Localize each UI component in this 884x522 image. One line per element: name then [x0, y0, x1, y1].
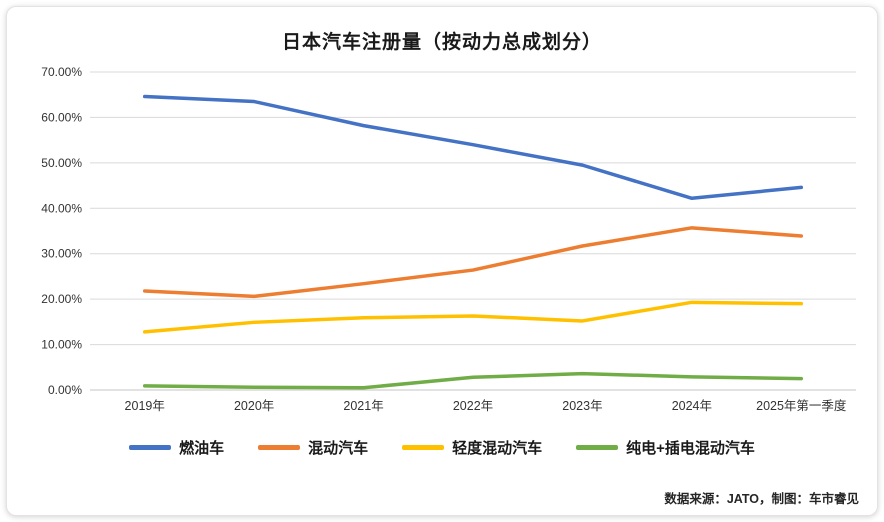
svg-text:2020年: 2020年 [234, 399, 274, 413]
legend-label-3: 纯电+插电混动汽车 [626, 440, 755, 457]
source-note: 数据来源：JATO，制图：车市睿见 [664, 492, 859, 506]
legend-swatch-0 [129, 445, 172, 450]
svg-text:2021年: 2021年 [343, 399, 383, 413]
svg-text:70.00%: 70.00% [41, 65, 82, 79]
chart-svg: 0.00% 10.00% 20.00% 30.00% 40.00% 50.00% 60.00… [41, 65, 856, 413]
svg-text:2024年: 2024年 [672, 399, 712, 413]
chart-card: 日本汽车注册量（按动力总成划分） 0.00% 10.00% 20.00% 30.00%… [6, 6, 878, 516]
svg-text:0.00%: 0.00% [48, 383, 82, 397]
chart-area: 0.00% 10.00% 20.00% 30.00% 40.00% 50.00% 60.00… [12, 58, 872, 431]
svg-text:50.00%: 50.00% [41, 156, 82, 170]
svg-text:10.00%: 10.00% [41, 338, 82, 352]
svg-text:2019年: 2019年 [125, 399, 165, 413]
svg-text:30.00%: 30.00% [41, 247, 82, 261]
svg-text:60.00%: 60.00% [41, 110, 82, 124]
legend-swatch-2 [402, 445, 445, 450]
svg-text:20.00%: 20.00% [41, 292, 82, 306]
series-line-2 [142, 300, 804, 334]
legend-label-1: 混动汽车 [308, 440, 369, 457]
legend-item-1: 混动汽车 [258, 437, 368, 458]
legend-swatch-1 [258, 445, 301, 450]
legend-label-0: 燃油车 [179, 440, 225, 457]
chart-legend: 燃油车 混动汽车 轻度混动汽车 纯电+插电混动汽车 [7, 437, 877, 458]
legend-item-3: 纯电+插电混动汽车 [576, 437, 755, 458]
series-line-0 [142, 94, 804, 201]
legend-swatch-3 [576, 445, 619, 450]
legend-label-2: 轻度混动汽车 [452, 440, 543, 457]
svg-text:2025年第一季度: 2025年第一季度 [756, 398, 847, 413]
legend-item-2: 轻度混动汽车 [402, 437, 542, 458]
x-axis-labels: 2019年 2020年 2021年 2022年 2023年 2024年 2025年第一季度 [125, 398, 847, 413]
svg-text:2022年: 2022年 [453, 399, 493, 413]
svg-text:40.00%: 40.00% [41, 201, 82, 215]
series-line-3 [142, 371, 804, 390]
legend-item-0: 燃油车 [129, 437, 224, 458]
svg-text:2023年: 2023年 [562, 399, 602, 413]
series-line-1 [142, 226, 804, 299]
gridlines [90, 71, 856, 391]
y-axis-labels: 0.00% 10.00% 20.00% 30.00% 40.00% 50.00% 60.00… [41, 65, 82, 397]
chart-title: 日本汽车注册量（按动力总成划分） [281, 32, 602, 53]
